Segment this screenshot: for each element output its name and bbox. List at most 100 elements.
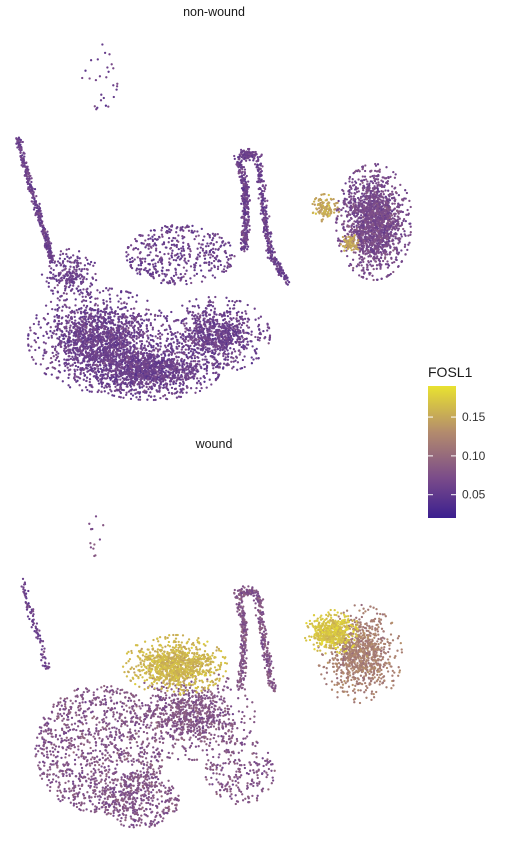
cell-point — [245, 312, 248, 315]
cell-point — [241, 318, 245, 321]
cell-point — [120, 363, 124, 366]
cell-point — [123, 365, 127, 369]
cell-point — [155, 361, 158, 364]
cell-point — [45, 280, 48, 283]
cell-point — [259, 315, 263, 318]
cell-point — [212, 242, 215, 246]
cell-point — [164, 346, 168, 349]
cell-point — [172, 243, 176, 246]
cell-point — [74, 272, 77, 275]
cell-point — [91, 320, 94, 323]
cell-point — [229, 347, 232, 350]
cell-point — [113, 315, 116, 318]
cell-point — [140, 242, 144, 245]
cell-point — [79, 367, 83, 371]
cell-point — [166, 344, 170, 347]
cell-point — [129, 384, 132, 387]
cell-point — [144, 239, 147, 242]
cell-point — [146, 299, 149, 302]
cell-point — [78, 384, 81, 387]
cell-point — [263, 337, 266, 340]
cell-point — [167, 324, 171, 327]
cell-point — [166, 358, 169, 361]
cell-point — [267, 342, 270, 345]
cell-point — [65, 285, 68, 288]
cell-point — [200, 227, 203, 231]
cell-point — [96, 312, 99, 315]
cell-point — [118, 372, 121, 375]
cell-point — [208, 303, 211, 306]
cell-point — [66, 366, 69, 369]
cell-point — [214, 337, 217, 340]
cell-point — [23, 174, 26, 177]
cell-point — [209, 256, 212, 259]
cell-point — [96, 364, 99, 367]
cell-point — [171, 249, 174, 252]
cell-point — [148, 373, 152, 376]
cell-point — [82, 340, 85, 343]
cell-point — [226, 340, 230, 343]
cell-point — [84, 256, 87, 259]
cell-point — [124, 290, 128, 293]
cell-point — [180, 321, 183, 325]
cell-point — [105, 369, 108, 372]
cell-point — [202, 335, 205, 339]
cell-point — [178, 351, 181, 354]
cell-point — [155, 238, 158, 241]
cell-point — [229, 263, 232, 267]
cell-point — [34, 348, 37, 352]
cell-point — [31, 192, 34, 195]
cell-point — [34, 341, 38, 344]
cell-point — [81, 320, 84, 324]
cell-point — [146, 329, 150, 333]
cell-point — [246, 303, 249, 307]
cell-point — [193, 274, 196, 277]
cell-point — [199, 365, 202, 368]
cell-point — [94, 371, 98, 374]
cell-point — [44, 233, 48, 236]
cell-point — [184, 279, 188, 283]
cell-point — [232, 348, 236, 351]
cell-point — [50, 373, 53, 376]
cell-point — [80, 300, 84, 303]
cell-point — [175, 361, 179, 364]
cell-point — [213, 265, 216, 269]
cell-point — [87, 294, 90, 297]
cell-point — [230, 339, 233, 343]
cell-point — [180, 247, 183, 250]
cell-point — [114, 377, 118, 380]
cell-point — [119, 378, 122, 381]
cell-point — [181, 237, 184, 240]
cell-point — [50, 334, 53, 338]
cell-point — [166, 332, 170, 336]
cell-point — [19, 140, 22, 144]
cell-point — [59, 253, 62, 256]
cell-point — [67, 384, 70, 387]
cell-point — [111, 322, 115, 325]
cell-point — [221, 329, 224, 333]
cell-point — [182, 334, 185, 337]
cell-point — [182, 322, 185, 325]
cell-point — [83, 354, 86, 357]
cell-point — [129, 291, 132, 295]
cell-point — [93, 374, 97, 378]
cell-point — [130, 370, 133, 374]
cell-point — [202, 352, 206, 355]
cell-point — [199, 314, 202, 317]
cell-point — [94, 354, 97, 357]
cell-point — [109, 356, 112, 359]
cell-point — [130, 377, 134, 380]
cell-point — [124, 331, 127, 334]
cell-point — [170, 379, 173, 383]
cell-point — [74, 328, 77, 331]
cell-point — [34, 212, 37, 215]
cell-point — [125, 378, 128, 381]
cell-point — [97, 370, 101, 373]
cell-point — [221, 367, 225, 370]
cell-point — [187, 329, 191, 332]
cell-point — [233, 350, 237, 353]
cell-point — [159, 314, 162, 317]
cell-point — [128, 258, 132, 261]
cell-point — [187, 351, 190, 355]
cell-point — [78, 317, 81, 320]
